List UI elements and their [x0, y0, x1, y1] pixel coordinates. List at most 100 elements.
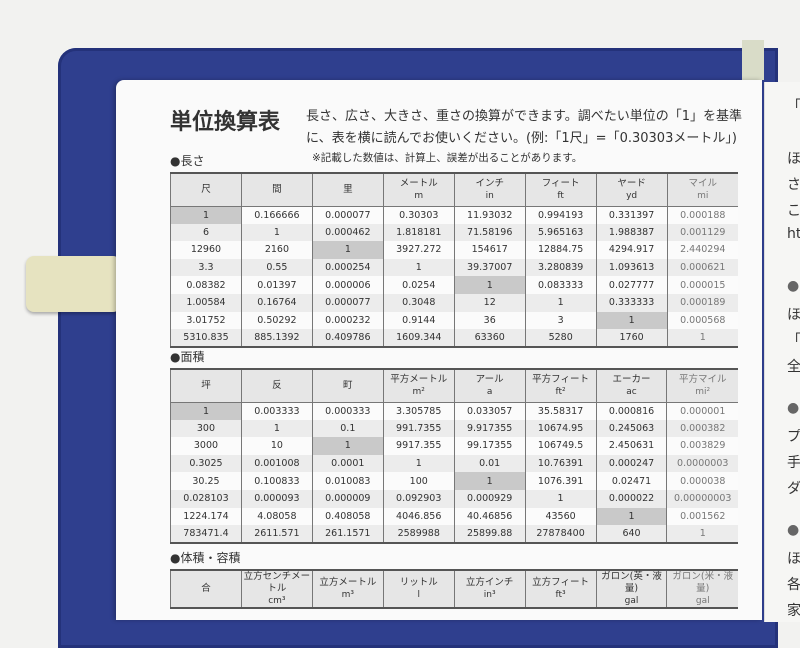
table-cell: 1 — [240, 419, 313, 438]
table-cell: 9917.355 — [382, 437, 455, 455]
table-cell: 0.000621 — [666, 258, 738, 277]
column-header: メートル m — [382, 173, 455, 207]
table-cell: 25899.88 — [453, 525, 526, 543]
table-cell: 2.440294 — [666, 241, 738, 259]
table-cell: 1 — [170, 206, 242, 224]
table-cell: 0.00000003 — [666, 489, 738, 508]
table-cell: 39.37007 — [453, 258, 526, 277]
column-header: 坪 — [170, 369, 242, 403]
table-cell: 0.408058 — [311, 507, 384, 526]
column-header: ガロン(米・液量) gal — [666, 570, 738, 609]
table-cell: 10.76391 — [524, 454, 597, 473]
table-cell: 991.7355 — [382, 419, 455, 438]
table-row: 0.08382 0.01397 0.000006 0.0254 1 0.083333 0.0… — [170, 276, 738, 294]
column-header: ヤード yd — [595, 173, 668, 207]
table-cell: 1 — [382, 454, 455, 473]
column-header: マイル mi — [666, 173, 738, 207]
table-cell: 0.001129 — [666, 223, 738, 242]
table-cell: 0.9144 — [382, 311, 455, 330]
right-page-text: ほ — [787, 307, 800, 323]
table-cell: 0.000077 — [311, 206, 384, 224]
table-row: 0.3025 0.001008 0.0001 1 0.01 10.76391 0.00024… — [170, 454, 738, 473]
table-cell: 640 — [595, 525, 668, 543]
table-cell: 0.010083 — [311, 472, 384, 490]
right-page-text: 各 — [787, 577, 800, 593]
table-cell: 0.0001 — [311, 454, 384, 473]
table-cell: 0.000009 — [311, 489, 384, 508]
table-row: 1 0.166666 0.000077 0.30303 11.93032 0.994193… — [170, 206, 738, 224]
table-cell: 0.001562 — [666, 507, 738, 526]
table-cell: 0.100833 — [240, 472, 313, 490]
column-header: インチ in — [453, 173, 526, 207]
table-cell: 0.3025 — [170, 454, 242, 473]
right-page-text: 「 — [787, 99, 800, 115]
right-page-text: 家 — [787, 603, 800, 619]
table-cell: 0.01 — [453, 454, 526, 473]
table-cell: 71.58196 — [453, 223, 526, 242]
left-page: 単位換算表 長さ、広さ、大きさ、重さの換算ができます。調べたい単位の「1」を基準… — [116, 80, 762, 620]
bookmark-ribbon — [742, 40, 764, 80]
table-cell: 154617 — [453, 241, 526, 259]
column-header: 合 — [170, 570, 242, 609]
right-page-text: ほ — [787, 151, 800, 167]
table-cell: 43560 — [524, 507, 597, 526]
table-cell: 3.305785 — [382, 402, 455, 420]
table-cell: 3927.272 — [382, 241, 455, 259]
table-cell: 3.280839 — [524, 258, 597, 277]
table-cell: 1 — [240, 223, 313, 242]
conversion-table: 坪反町平方メートル m² アール a 平方フィート ft² エーカー ac 平方マイル mi² 1 0… — [170, 368, 738, 544]
column-header: 立方インチ in³ — [453, 570, 526, 609]
table-cell: 1 — [311, 437, 384, 455]
table-cell: 2611.571 — [240, 525, 313, 543]
right-page-text: プ — [787, 429, 800, 445]
table-cell: 0.166666 — [240, 206, 313, 224]
table-cell: 0.55 — [240, 258, 313, 277]
table-cell: 0.000232 — [311, 311, 384, 330]
section-heading: ●体積・容積 — [170, 551, 241, 565]
table-cell: 30.25 — [170, 472, 242, 490]
table-cell: 27878400 — [524, 525, 597, 543]
table-cell: 0.001008 — [240, 454, 313, 473]
table-cell: 12960 — [170, 241, 242, 259]
table-cell: 0.000006 — [311, 276, 384, 294]
table-cell: 0.08382 — [170, 276, 242, 294]
table-cell: 0.000022 — [595, 489, 668, 508]
right-page-text: 「E — [787, 333, 800, 349]
intro-text: 長さ、広さ、大きさ、重さの換算ができます。調べたい単位の「1」を基準に、表を横に… — [306, 109, 742, 146]
table-cell: 1.00584 — [170, 293, 242, 312]
table-cell: 0.000254 — [311, 258, 384, 277]
right-page-text: さ — [787, 177, 800, 193]
right-page-text: こ — [787, 203, 800, 219]
table-cell: 11.93032 — [453, 206, 526, 224]
table-cell: 2589988 — [382, 525, 455, 543]
table-cell: 4046.856 — [382, 507, 455, 526]
table-cell: 0.0254 — [382, 276, 455, 294]
table-cell: 0.245063 — [595, 419, 668, 438]
conversion-table: 合立方センチメートル cm³ 立方メートル m³ リットル l 立方インチ in³ 立方フィート… — [170, 569, 738, 609]
table-cell: 0.000093 — [240, 489, 313, 508]
table-cell: 63360 — [453, 329, 526, 347]
pen-loop-strap — [26, 256, 121, 312]
table-cell: 783471.4 — [170, 525, 242, 543]
table-cell: 0.333333 — [595, 293, 668, 312]
column-header: 尺 — [170, 173, 242, 207]
table-cell: 0.000189 — [666, 293, 738, 312]
table-cell: 99.17355 — [453, 437, 526, 455]
table-cell: 0.000001 — [666, 402, 738, 420]
column-header: 立方メートル m³ — [311, 570, 384, 609]
table-row: 30.25 0.100833 0.010083 100 1 1076.391 0.02471… — [170, 472, 738, 490]
note-text: ※記載した数値は、計算上、誤差が出ることがあります。 — [312, 152, 583, 164]
conversion-table: 尺間里メートル m インチ in フィート ft ヤード yd マイル mi 1 0.166666 0.… — [170, 172, 738, 348]
table-cell: 1224.174 — [170, 507, 242, 526]
table-cell: 0.994193 — [524, 206, 597, 224]
table-row: 12960 2160 1 3927.272 154617 12884.75 4294.917… — [170, 241, 738, 259]
column-header: エーカー ac — [595, 369, 668, 403]
table-cell: 1.818181 — [382, 223, 455, 242]
column-header: 平方メートル m² — [382, 369, 455, 403]
table-cell: 0.1 — [311, 419, 384, 438]
table-row: 1 0.003333 0.000333 3.305785 0.033057 35.5831… — [170, 402, 738, 420]
table-cell: 1 — [595, 507, 668, 526]
table-cell: 0.331397 — [595, 206, 668, 224]
table-cell: 3 — [524, 311, 597, 330]
table-cell: 3000 — [170, 437, 242, 455]
